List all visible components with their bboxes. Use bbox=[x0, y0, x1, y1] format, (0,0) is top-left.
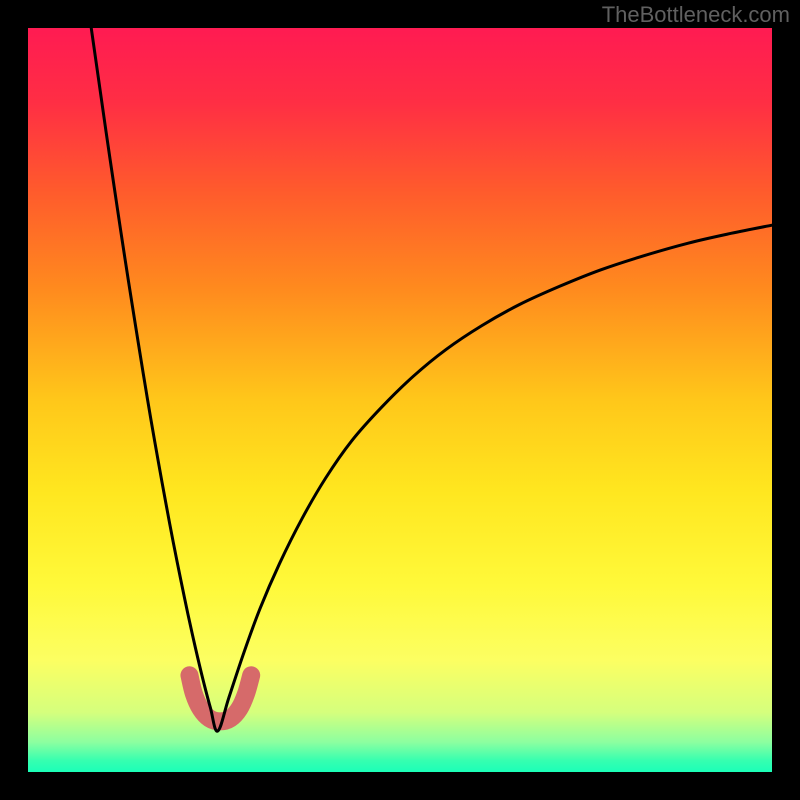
bottleneck-chart bbox=[0, 0, 800, 800]
chart-frame bbox=[0, 0, 800, 800]
plot-background bbox=[28, 28, 772, 772]
watermark-text: TheBottleneck.com bbox=[602, 2, 790, 28]
